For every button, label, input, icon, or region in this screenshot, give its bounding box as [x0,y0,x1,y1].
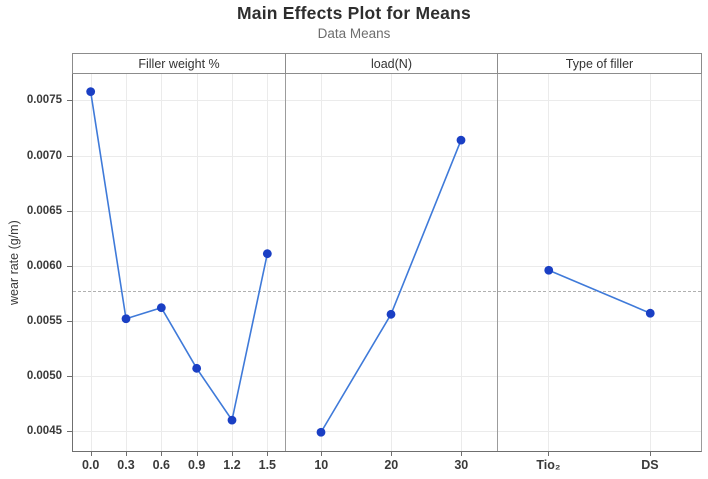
y-tick-mark [67,320,72,322]
chart-subtitle: Data Means [317,26,391,41]
x-tick-label: 1.5 [258,458,277,472]
x-tick-label: 0.6 [152,458,171,472]
x-tick-mark [649,451,651,456]
data-point [227,415,237,425]
panel-header-filler-weight: Filler weight % [72,53,285,74]
plot-area: 0.0 0.3 0.6 0.9 1.2 1.5 10 20 30 Tio₂ DS [72,74,702,472]
panel-header-load: load(N) [285,53,497,74]
y-tick-label: 0.0050 [26,370,62,383]
panel-header-band: Filler weight % load(N) Type of filler [72,53,702,74]
x-tick-label: 1.2 [223,458,241,472]
panel-load: 10 20 30 [285,74,496,472]
y-gridline [73,210,701,212]
y-tick-label: 0.0075 [26,94,62,107]
panel-type-of-filler: Tio₂ DS [496,74,701,472]
grand-mean-reference-line [73,291,701,293]
series-line [320,139,463,433]
x-tick-mark [232,451,233,456]
x-gridline [126,74,127,451]
x-tick-mark [90,451,92,456]
data-point [156,303,166,313]
x-gridline [161,74,163,451]
panel-filler-weight: 0.0 0.3 0.6 0.9 1.2 1.5 [73,74,285,472]
y-tick-mark [67,431,72,433]
y-tick-label: 0.0070 [26,149,62,162]
x-tick-mark [461,451,463,456]
x-gridline [461,74,463,451]
data-point [262,249,272,259]
x-tick-label: 20 [384,458,399,472]
series-2 [543,265,655,318]
y-tick-mark [67,155,72,157]
x-tick-label: 0.3 [117,458,135,472]
x-tick-mark [161,451,163,456]
y-axis: 0.0045 0.0050 0.0055 0.0060 0.0065 0.0070 0.00… [0,74,72,452]
y-tick-label: 0.0065 [26,204,62,217]
panels-container: 0.0 0.3 0.6 0.9 1.2 1.5 10 20 30 Tio₂ DS [73,74,701,472]
y-gridline [73,265,701,267]
y-tick-label: 0.0055 [26,314,62,327]
y-tick-mark [67,210,72,212]
y-tick-mark [67,265,72,267]
x-gridline [391,74,393,451]
x-tick-mark [391,451,393,456]
x-tick-mark [126,451,127,456]
x-tick-label: 0.9 [187,458,206,472]
x-tick-mark [196,451,198,456]
series-0 [86,87,272,425]
data-point [192,363,202,373]
y-gridline [73,376,701,378]
x-gridline [90,74,92,451]
x-tick-label: Tio₂ [536,458,561,472]
y-tick-mark [67,100,72,102]
x-tick-label: DS [641,458,659,472]
data-point [645,308,655,318]
y-tick-mark [67,376,72,378]
data-point [386,309,396,319]
x-gridline [649,74,651,451]
data-point [456,135,466,145]
x-tick-mark [548,451,550,456]
data-point [316,427,326,437]
data-point [543,265,553,275]
series-1 [316,135,466,437]
x-tick-label: 0.0 [81,458,100,472]
x-gridline [548,74,550,451]
y-gridline [73,155,701,157]
chart-title: Main Effects Plot for Means [237,3,471,23]
x-gridline [267,74,269,451]
x-tick-label: 30 [454,458,469,472]
x-gridline [232,74,233,451]
x-tick-label: 10 [314,458,329,472]
x-gridline [196,74,198,451]
x-tick-mark [321,451,323,456]
y-gridline [73,431,701,433]
series-line [548,269,651,314]
x-gridline [321,74,323,451]
y-tick-label: 0.0060 [26,259,62,272]
y-tick-label: 0.0045 [26,425,62,438]
series-line [89,91,269,423]
data-point [86,87,96,97]
panel-header-type-of-filler: Type of filler [497,53,702,74]
data-point [121,314,131,324]
x-tick-mark [267,451,269,456]
y-gridline [73,100,701,102]
